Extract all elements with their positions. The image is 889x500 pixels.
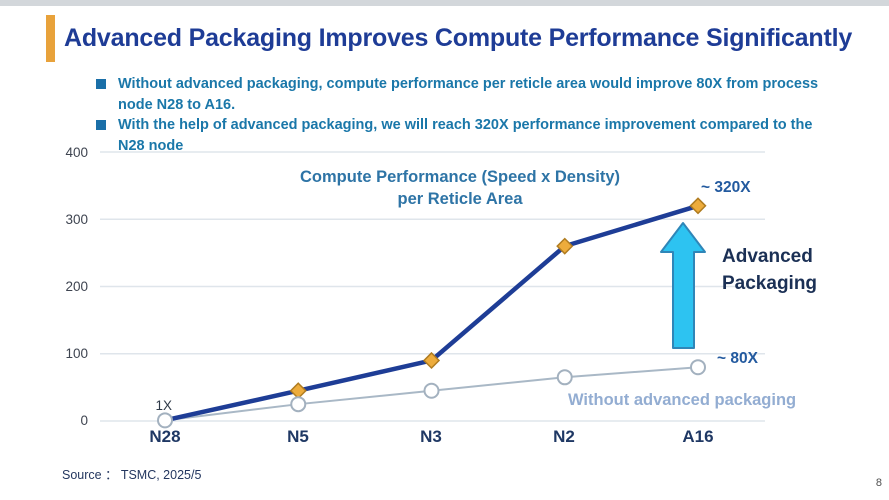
annotation-320x: ~ 320X (701, 179, 751, 196)
source-note: Source ： TSMC, 2025/5 (62, 468, 202, 482)
advanced-packaging-label: Advanced Packaging (722, 246, 818, 294)
slide-top-edge (0, 0, 889, 6)
page-number: 8 (875, 477, 882, 489)
x-axis-label-n5: N5 (287, 427, 309, 446)
advanced-packaging-arrow (660, 222, 706, 349)
without-advanced-packaging-label: Without advanced packaging (568, 391, 797, 409)
x-axis-label-n3: N3 (420, 427, 442, 446)
bullet-square-icon (96, 120, 106, 130)
chart-title: Compute Performance (Speed x Density) pe… (300, 168, 620, 208)
y-axis-tick-200: 200 (65, 279, 88, 294)
annotation-1x: 1X (155, 398, 172, 413)
bullet-item: Without advanced packaging, compute perf… (96, 74, 856, 115)
y-axis-tick-300: 300 (65, 212, 88, 227)
y-axis-tick-100: 100 (65, 346, 88, 361)
bullet-list: Without advanced packaging, compute perf… (96, 74, 856, 156)
title-accent-bar (46, 15, 55, 62)
bullet-square-icon (96, 79, 106, 89)
x-axis-label-a16: A16 (682, 427, 714, 446)
x-axis-label-n2: N2 (553, 427, 575, 446)
bullet-text: Without advanced packaging, compute perf… (118, 76, 819, 113)
slide-title: Advanced Packaging Improves Compute Perf… (64, 24, 853, 52)
y-axis-tick-400: 400 (65, 145, 88, 160)
bullet-item: With the help of advanced packaging, we … (96, 115, 856, 156)
annotation-80x: ~ 80X (717, 350, 758, 367)
x-axis-label-n28: N28 (149, 427, 181, 446)
y-axis-tick-0: 0 (80, 413, 88, 428)
bullet-text: With the help of advanced packaging, we … (118, 117, 813, 154)
